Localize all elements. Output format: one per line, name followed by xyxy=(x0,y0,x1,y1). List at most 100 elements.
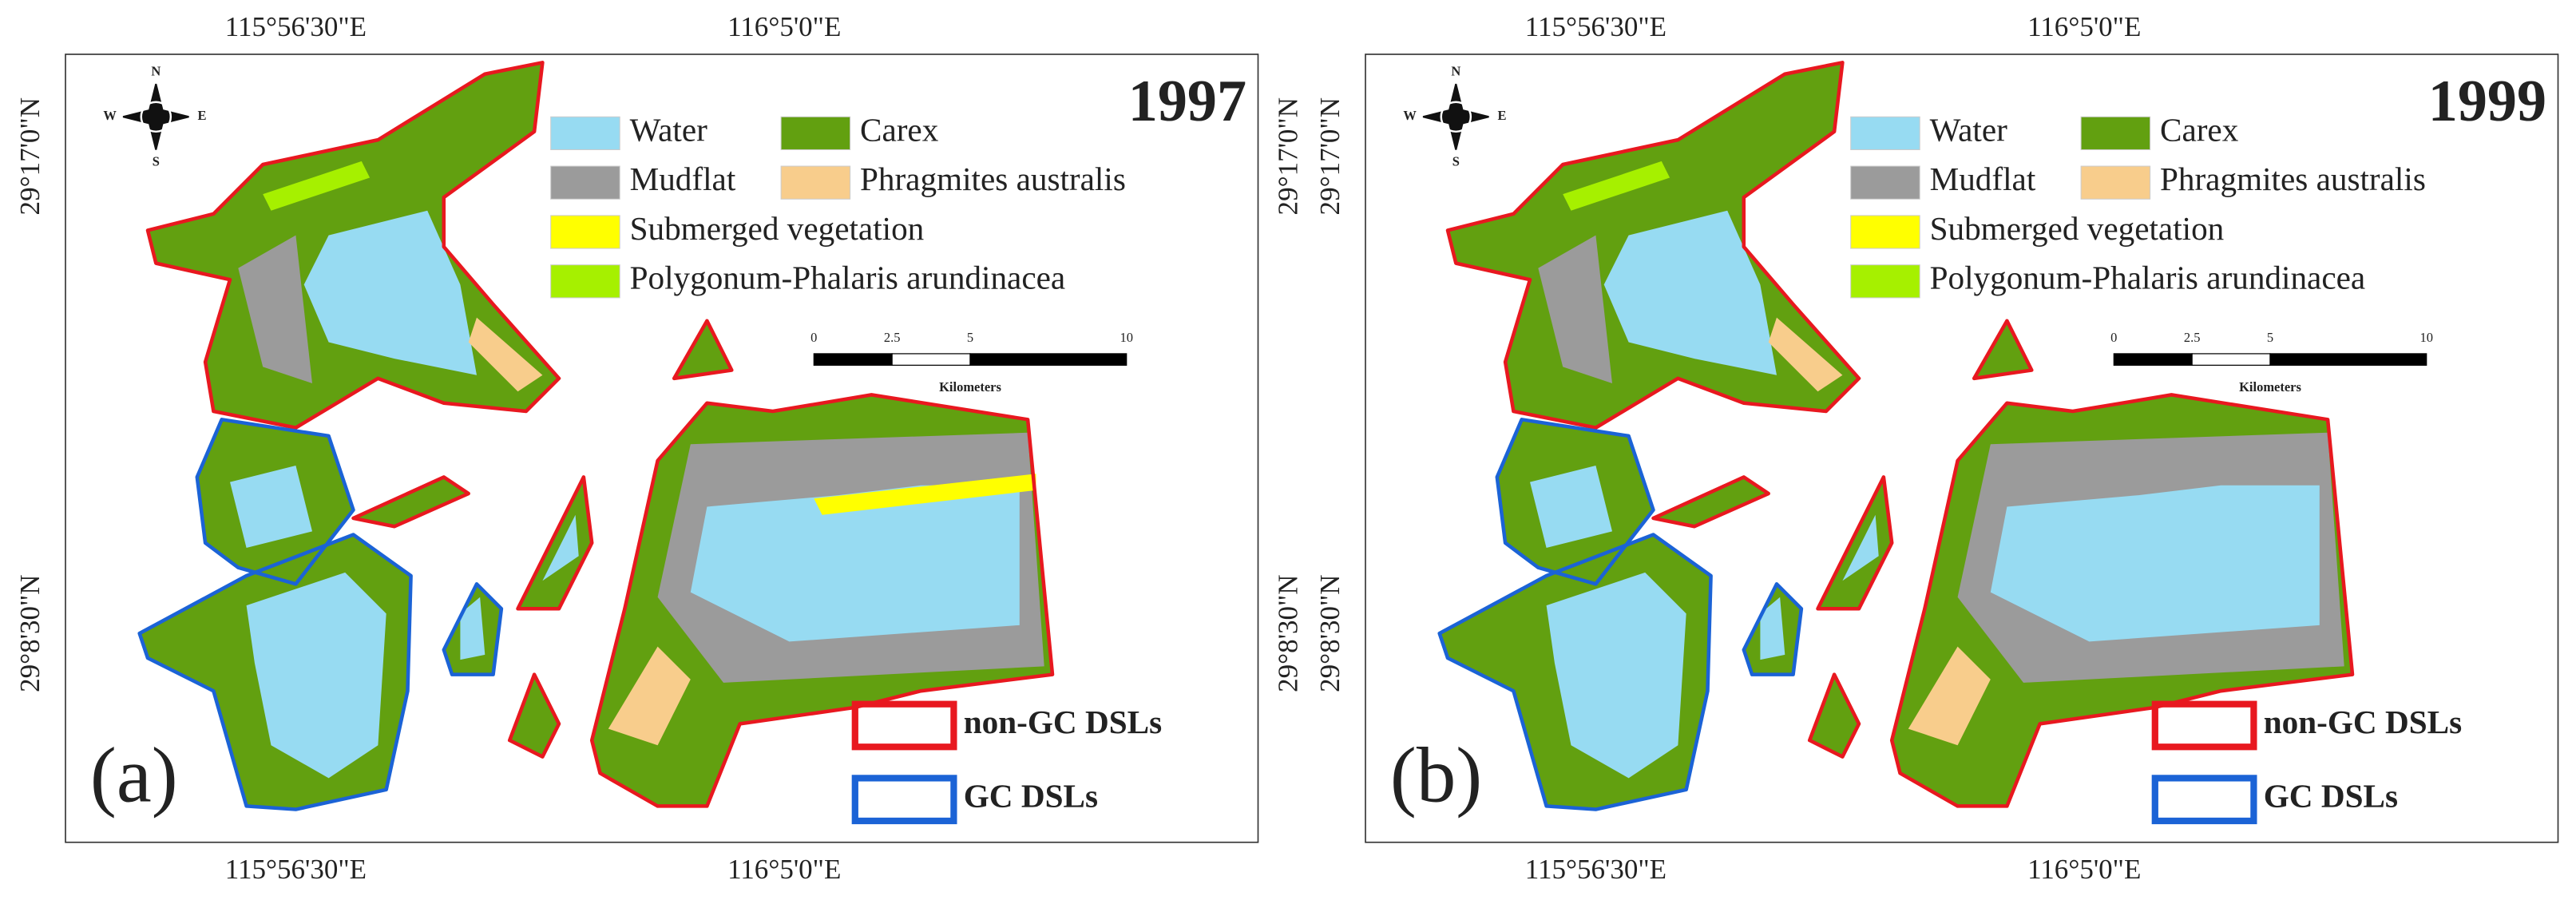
latitude-label: 29°8'30"N xyxy=(2573,574,2576,692)
legend-swatch xyxy=(1850,165,1920,200)
compass-letter: W xyxy=(1403,108,1417,123)
polygonum-patch xyxy=(263,161,371,211)
dsl-outline xyxy=(145,61,561,430)
dsl-outline xyxy=(516,475,594,611)
land-cover-patch xyxy=(246,572,386,779)
legend-label: Phragmites australis xyxy=(2160,161,2426,197)
compass-star xyxy=(1422,83,1489,150)
compass-ring xyxy=(1440,101,1472,133)
compass-letter: N xyxy=(1451,63,1460,78)
legend-swatch xyxy=(780,165,851,200)
land-cover-patch xyxy=(1908,646,1991,746)
map-panel: 115°56'30"E 115°56'30"E 29°17'0"N 29°17'0"N… xyxy=(1314,11,2576,885)
legend-swatch xyxy=(2080,165,2151,200)
dsl-outline xyxy=(1807,672,1861,759)
scale-unit: Kilometers xyxy=(2239,379,2301,395)
dsl-outline xyxy=(137,533,413,811)
legend-swatch xyxy=(1850,264,1920,299)
latitude-label: 29°17'0"N xyxy=(1314,97,1345,215)
dsl-legend-box xyxy=(851,775,957,825)
legend-swatch xyxy=(550,165,620,200)
legend-swatch xyxy=(550,215,620,249)
latitude-label: 29°17'0"N xyxy=(14,97,46,215)
submerged-patch xyxy=(814,474,1036,515)
compass-ring xyxy=(140,101,172,133)
longitude-label: 116°5'0"E xyxy=(2027,854,2141,885)
longitude-label: 115°56'30"E xyxy=(225,854,367,885)
scale-tick-label: 5 xyxy=(2267,330,2273,345)
scale-segment xyxy=(891,353,971,366)
legend-label: Carex xyxy=(2160,111,2239,148)
land-cover-patch xyxy=(238,235,312,383)
dsl-outline xyxy=(1816,475,1894,611)
legend-label: Polygonum-Phalaris arundinacea xyxy=(630,260,1066,296)
dsl-outline xyxy=(1437,533,1713,811)
scale-tick-label: 2.5 xyxy=(884,330,901,345)
north-arrow: N E S W xyxy=(1403,63,1506,169)
phragmites-patch xyxy=(468,317,543,392)
dsl-outline xyxy=(507,672,561,759)
dsl-outline xyxy=(589,393,1055,808)
land-cover-patch xyxy=(303,210,477,375)
scale-segment xyxy=(2191,353,2271,366)
legend-swatch xyxy=(2080,116,2151,150)
land-cover-patch xyxy=(690,485,1020,642)
legend-label: Submerged vegetation xyxy=(630,210,925,247)
land-area xyxy=(1817,477,1892,609)
longitude-label: 115°56'30"E xyxy=(1525,854,1666,885)
compass-letter: S xyxy=(1452,154,1460,169)
land-cover-patch xyxy=(1546,572,1686,779)
scale-segment xyxy=(969,353,1127,366)
dsl-legend-label: GC DSLs xyxy=(2264,778,2398,815)
legend-label: Water xyxy=(630,111,708,148)
longitude-label: 116°5'0"E xyxy=(727,11,841,42)
map-panel: 115°56'30"E 115°56'30"E 29°17'0"N 29°17'0"N… xyxy=(14,11,1304,885)
scale-tick-label: 10 xyxy=(2419,330,2432,345)
scale-tick-label: 0 xyxy=(2110,330,2117,345)
land-area xyxy=(509,674,559,757)
dsl-legend-box xyxy=(2151,700,2257,751)
legend-swatch xyxy=(550,116,620,150)
dsl-legend-label: non-GC DSLs xyxy=(964,704,1162,740)
scale-unit: Kilometers xyxy=(939,379,1001,395)
latitude-label: 29°8'30"N xyxy=(14,574,46,692)
legend-label: Phragmites australis xyxy=(860,161,1126,197)
dsl-legend-label: non-GC DSLs xyxy=(2264,704,2462,740)
panel-year: 1997 xyxy=(1128,69,1246,134)
land-cover-patch xyxy=(1538,235,1612,383)
dsl-outline xyxy=(195,418,355,586)
scale-segment xyxy=(813,353,893,366)
dsl-outline xyxy=(1972,319,2034,381)
compass-letter: E xyxy=(197,108,206,123)
dsl-legend-box xyxy=(2151,775,2257,825)
land-area xyxy=(1653,477,1769,527)
land-area xyxy=(353,477,469,527)
scale-tick-label: 5 xyxy=(967,330,973,345)
land-cover-patch xyxy=(608,646,691,746)
land-cover-patch xyxy=(1530,466,1612,548)
land-cover-patch xyxy=(1603,210,1777,375)
legend-swatch xyxy=(550,264,620,299)
longitude-label: 116°5'0"E xyxy=(2027,11,2141,42)
dsl-outline xyxy=(1651,475,1770,529)
dsl-outline xyxy=(1742,582,1804,676)
scale-tick-label: 10 xyxy=(1120,330,1132,345)
legend-swatch xyxy=(1850,116,1920,150)
scale-tick-label: 0 xyxy=(810,330,817,345)
land-cover-patch xyxy=(1842,514,1879,581)
compass-letter: S xyxy=(153,154,160,169)
north-arrow: N E S W xyxy=(103,63,206,169)
land-cover-patch xyxy=(460,597,485,660)
polygonum-patch xyxy=(1563,161,1670,211)
longitude-label: 115°56'30"E xyxy=(1525,11,1666,42)
panel-label: (a) xyxy=(90,732,178,819)
land-cover-patch xyxy=(1760,597,1785,660)
scale-tick-label: 2.5 xyxy=(2184,330,2201,345)
legend-label: Mudflat xyxy=(1930,161,2036,197)
latitude-label: 29°8'30"N xyxy=(1273,574,1304,692)
legend-label: Water xyxy=(1930,111,2008,148)
scale-segment xyxy=(2269,353,2427,366)
latitude-label: 29°17'0"N xyxy=(2573,97,2576,215)
panel-year: 1999 xyxy=(2428,69,2546,134)
